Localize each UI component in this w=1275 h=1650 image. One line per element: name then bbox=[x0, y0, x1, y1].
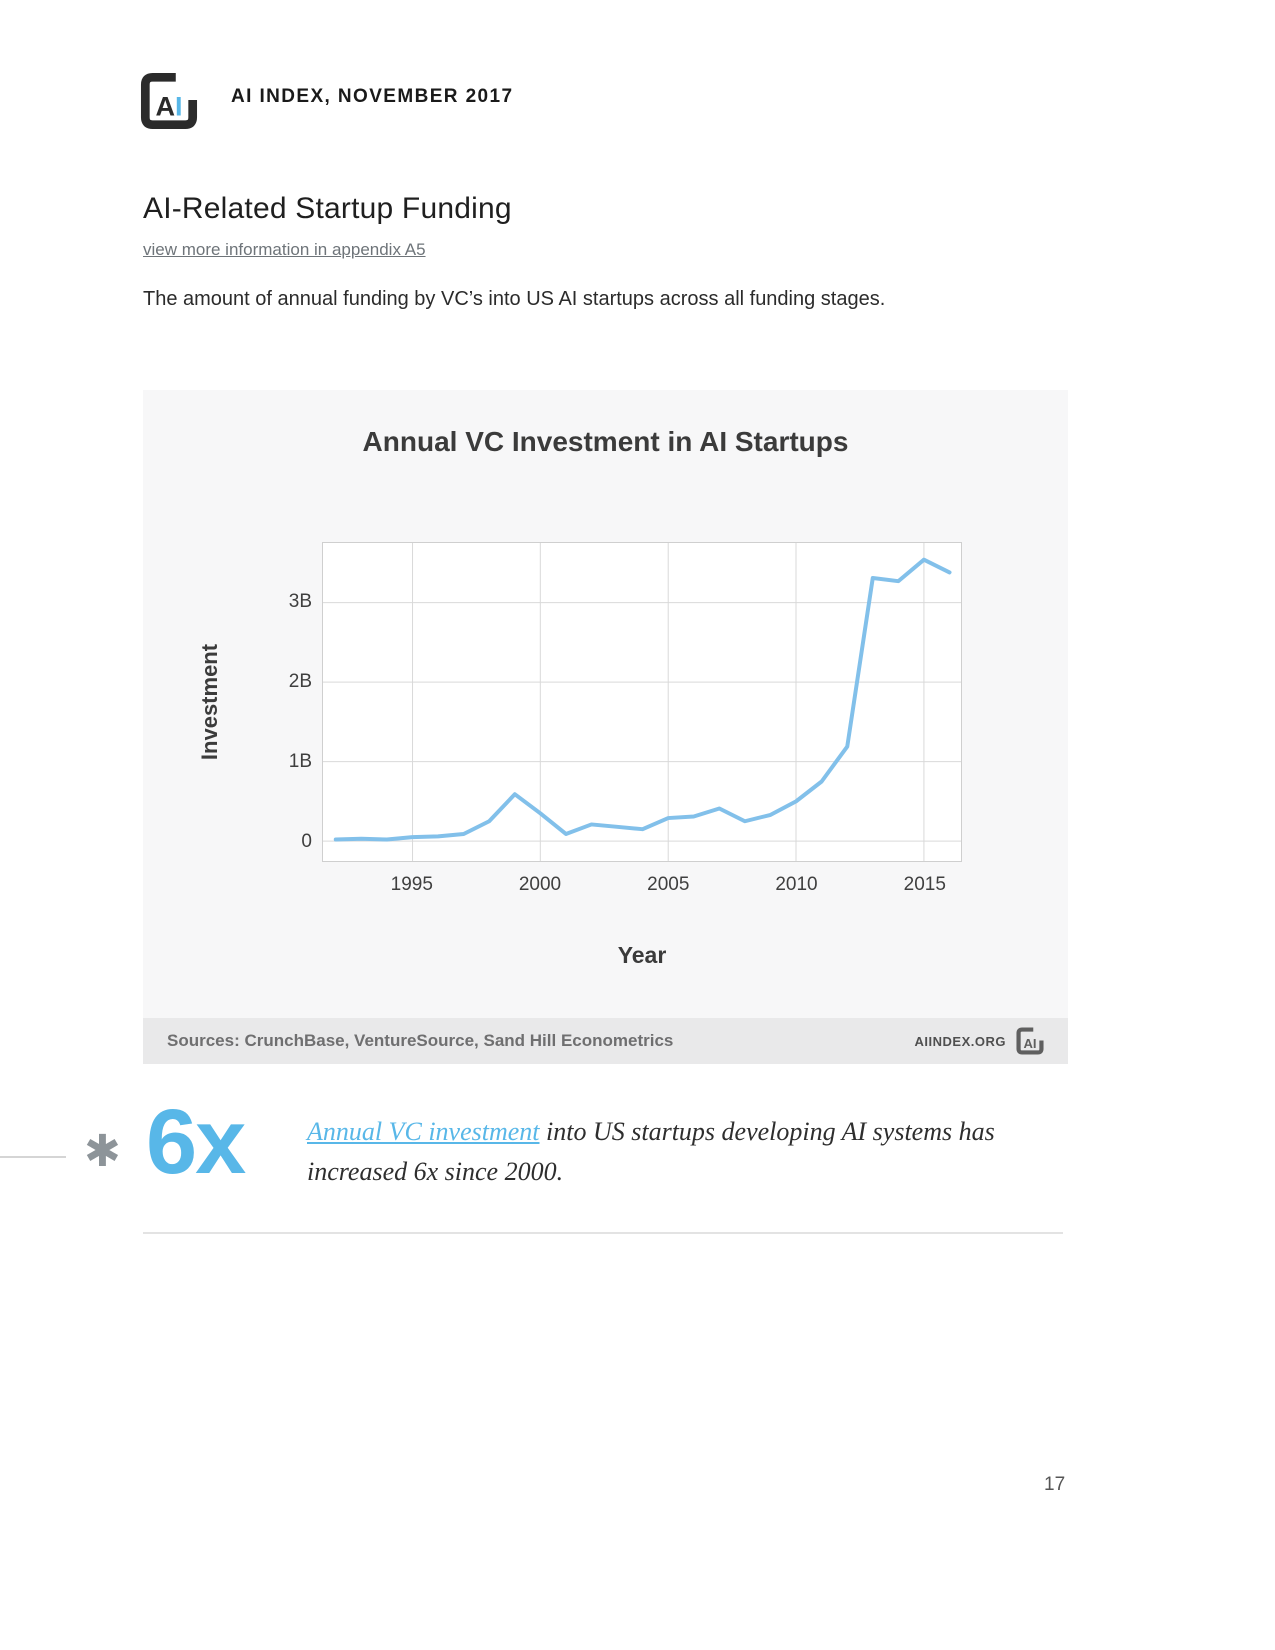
y-tick-label: 0 bbox=[301, 831, 312, 852]
callout-text: Annual VC investment into US startups de… bbox=[307, 1112, 1007, 1193]
chart-footer-bar: Sources: CrunchBase, VentureSource, Sand… bbox=[143, 1018, 1068, 1064]
multiplier-text: 6x bbox=[146, 1091, 246, 1193]
callout-text-rest: into US startups developing AI systems h… bbox=[307, 1117, 995, 1187]
x-axis-tick-labels: 1995 2000 2005 2010 2015 bbox=[322, 874, 962, 900]
mini-logo-letter-i: I bbox=[1033, 1036, 1037, 1051]
site-name: AIINDEX.ORG bbox=[914, 1033, 1006, 1049]
sources-text: Sources: CrunchBase, VentureSource, Sand… bbox=[167, 1031, 674, 1050]
appendix-link[interactable]: view more information in appendix A5 bbox=[143, 240, 426, 259]
line-chart bbox=[323, 543, 961, 861]
ai-index-mini-logo-icon: AI bbox=[1016, 1027, 1044, 1055]
plot-area bbox=[322, 542, 962, 862]
logo-letter-i: I bbox=[175, 92, 183, 122]
y-tick-label: 3B bbox=[288, 591, 312, 612]
y-tick-label: 1B bbox=[288, 751, 312, 772]
site-credit: AIINDEX.ORG AI bbox=[915, 1027, 1044, 1055]
chart-title: Annual VC Investment in AI Startups bbox=[362, 426, 849, 457]
asterisk-icon: ✱ bbox=[84, 1127, 121, 1176]
y-axis-title: Investment bbox=[197, 643, 222, 761]
intro-text: The amount of annual funding by VC’s int… bbox=[143, 288, 886, 310]
logo-letter-a: A bbox=[155, 92, 175, 122]
x-tick-label: 2010 bbox=[775, 874, 818, 895]
x-tick-label: 1995 bbox=[390, 874, 433, 895]
x-tick-label: 2005 bbox=[647, 874, 690, 895]
brand-text: AI INDEX, NOVEMBER 2017 bbox=[231, 86, 514, 107]
page-title: AI-Related Startup Funding bbox=[143, 192, 512, 225]
section-divider bbox=[143, 1232, 1063, 1234]
page-number: 17 bbox=[1044, 1474, 1066, 1495]
ai-index-logo-icon: AI bbox=[140, 72, 198, 130]
y-axis-tick-labels: 0 1B 2B 3B bbox=[242, 542, 312, 862]
x-tick-label: 2000 bbox=[518, 874, 562, 895]
callout-rule bbox=[0, 1156, 66, 1158]
mini-logo-letter-a: A bbox=[1023, 1036, 1033, 1051]
svg-text:AI: AI bbox=[1023, 1036, 1036, 1051]
y-tick-label: 2B bbox=[288, 671, 312, 692]
chart-card: Annual VC Investment in AI Startups Inve… bbox=[143, 390, 1068, 1064]
x-tick-label: 2015 bbox=[903, 874, 946, 895]
x-axis-title: Year bbox=[617, 942, 667, 968]
svg-text:AI: AI bbox=[155, 92, 182, 122]
investment-line bbox=[333, 557, 952, 842]
vc-investment-link[interactable]: Annual VC investment bbox=[307, 1117, 540, 1146]
